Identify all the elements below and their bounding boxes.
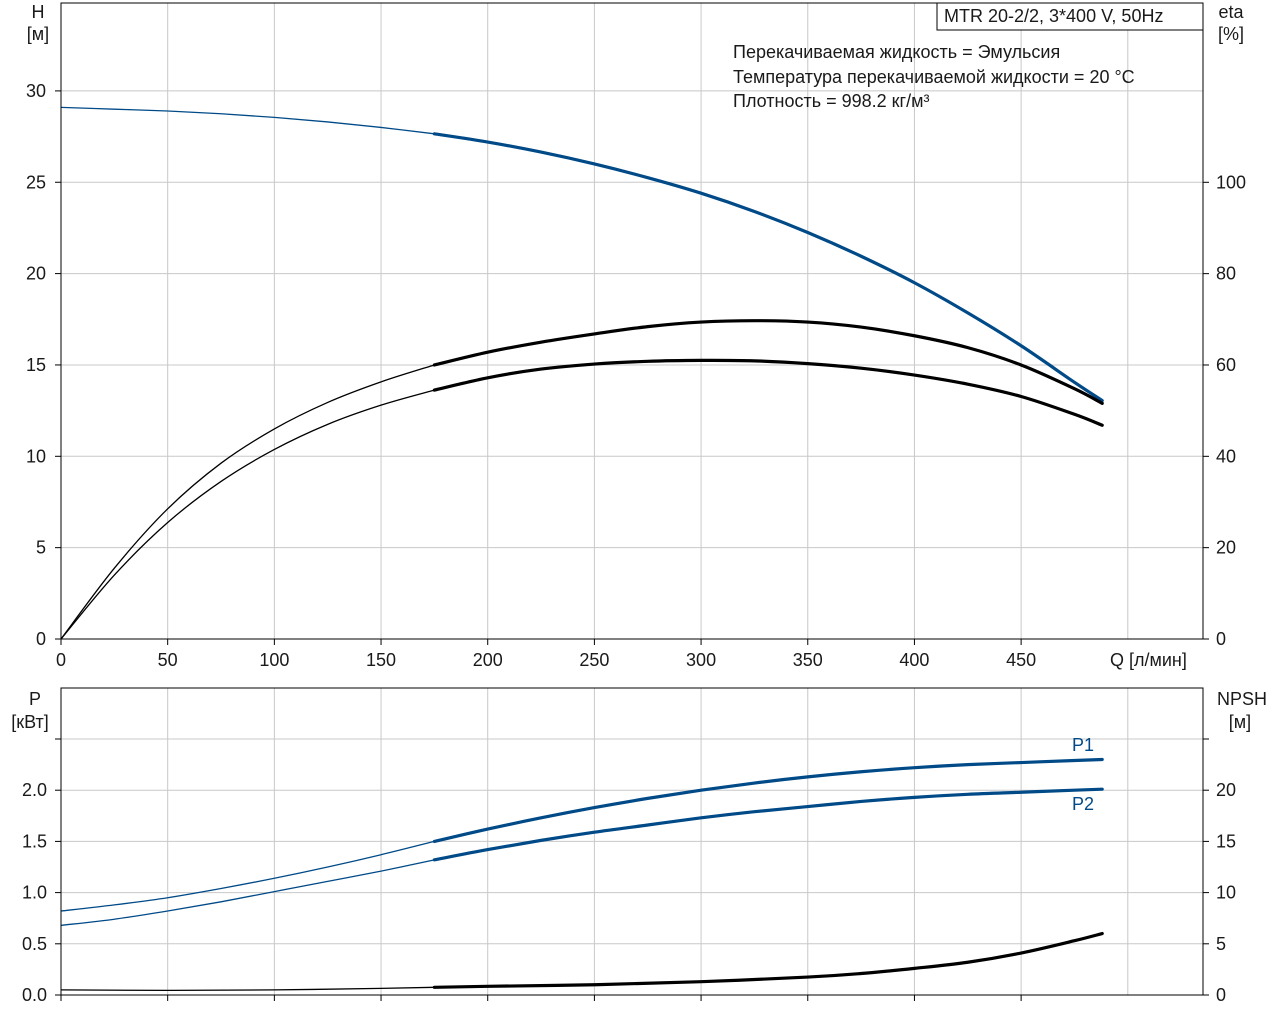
top-y-left-label-unit: [м] [27, 24, 49, 44]
top-y-left-label-symbol: H [32, 2, 45, 22]
curve-eta-operating [432, 358, 1104, 427]
x-tick-label: 50 [158, 650, 178, 670]
bottom-y-right-tick-label: 20 [1216, 780, 1236, 800]
bottom-y-left-tick-label: 0.0 [22, 985, 47, 1005]
curve-p1-operating [432, 757, 1104, 843]
top-y-right-label-unit: [%] [1218, 24, 1244, 44]
x-axis-label: Q [л/мин] [1110, 650, 1187, 670]
info-density: Плотность = 998.2 кг/м³ [733, 91, 929, 111]
top-panel-curves [60, 106, 1104, 640]
top-panel-ticks: 0 50 100 150 200 250 300 350 400 4500510152025300… [26, 81, 1246, 670]
bottom-y-left-tick-label: 2.0 [22, 780, 47, 800]
x-tick-label: 400 [899, 650, 929, 670]
top-panel-frame [60, 2, 1204, 640]
curve-eta-total-operating [432, 319, 1104, 405]
curve-p1-extended [60, 840, 435, 912]
x-tick-label: 200 [473, 650, 503, 670]
top-y-right-label-symbol: eta [1218, 2, 1244, 22]
x-tick-label: 150 [366, 650, 396, 670]
curve-p2-extended [60, 859, 435, 927]
x-tick-label: 250 [579, 650, 609, 670]
bottom-y-right-tick-label: 15 [1216, 831, 1236, 851]
bottom-panel-curves [60, 757, 1104, 992]
top-y-right-tick-label: 60 [1216, 355, 1236, 375]
curve-h-extended [60, 106, 435, 135]
curve-eta-extended [60, 389, 435, 640]
curve-npsh-extended [60, 986, 435, 992]
top-y-right-tick-label: 100 [1216, 172, 1246, 192]
pump-model-box [936, 2, 1204, 31]
x-tick-label: 350 [793, 650, 823, 670]
curve-p2-operating [432, 787, 1104, 862]
top-y-left-tick-label: 25 [26, 172, 46, 192]
series-label-p2: P2 [1072, 794, 1094, 814]
curve-eta-total-extended [60, 364, 435, 640]
bottom-y-right-tick-label: 5 [1216, 934, 1226, 954]
top-y-right-tick-label: 0 [1216, 629, 1226, 649]
top-y-left-tick-label: 0 [36, 629, 46, 649]
x-tick-label: 0 [56, 650, 66, 670]
info-fluid: Перекачиваемая жидкость = Эмульсия [733, 42, 1060, 62]
bottom-y-left-label-unit: [кВт] [11, 712, 49, 732]
bottom-y-right-tick-label: 0 [1216, 985, 1226, 1005]
pump-model-label: MTR 20-2/2, 3*400 V, 50Hz [944, 6, 1163, 26]
bottom-y-left-tick-label: 0.5 [22, 934, 47, 954]
x-tick-label: 450 [1006, 650, 1036, 670]
bottom-panel-ticks: 0.0 0.5 1.0 1.5 2.0 0 5 10 15 20 [22, 738, 1236, 1005]
bottom-y-left-label-symbol: P [29, 689, 41, 709]
top-y-right-tick-label: 20 [1216, 538, 1236, 558]
curve-npsh-operating [432, 931, 1104, 989]
bottom-panel-grid [61, 688, 1203, 995]
bottom-y-right-label-unit: [м] [1229, 712, 1251, 732]
top-y-left-tick-label: 30 [26, 81, 46, 101]
top-y-left-tick-label: 15 [26, 355, 46, 375]
top-y-left-tick-label: 5 [36, 538, 46, 558]
bottom-y-right-tick-label: 10 [1216, 883, 1236, 903]
top-y-left-tick-label: 20 [26, 264, 46, 284]
bottom-y-left-tick-label: 1.0 [22, 883, 47, 903]
curve-h-operating [432, 132, 1104, 403]
top-y-right-tick-label: 80 [1216, 264, 1236, 284]
bottom-y-right-label-symbol: NPSH [1217, 689, 1267, 709]
top-y-right-tick-label: 40 [1216, 446, 1236, 466]
x-tick-label: 100 [259, 650, 289, 670]
top-panel-grid [61, 3, 1203, 639]
x-tick-label: 300 [686, 650, 716, 670]
bottom-y-left-tick-label: 1.5 [22, 831, 47, 851]
info-temperature: Температура перекачиваемой жидкости = 20… [733, 67, 1135, 87]
top-y-left-tick-label: 10 [26, 446, 46, 466]
series-label-p1: P1 [1072, 735, 1094, 755]
